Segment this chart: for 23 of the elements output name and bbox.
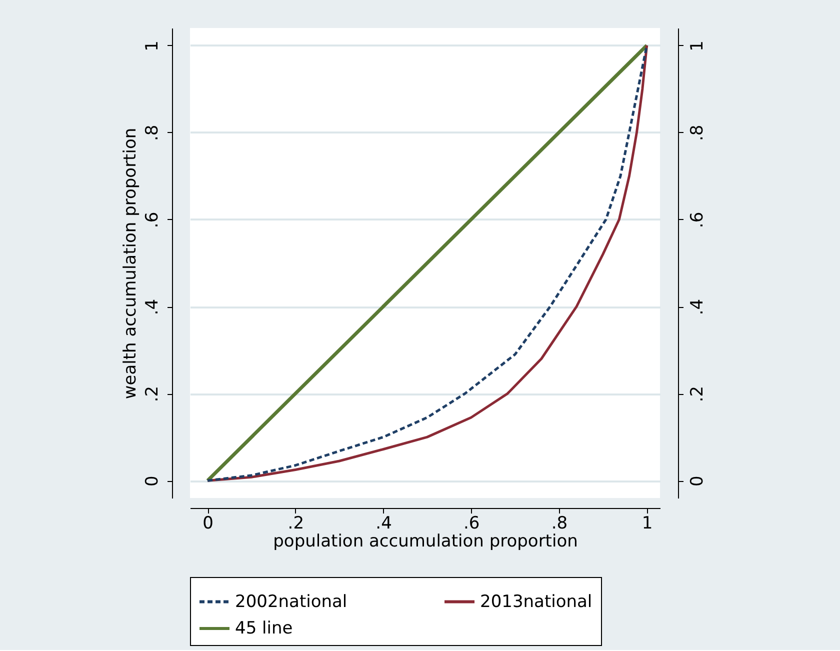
x-tick-label: .2 (288, 514, 304, 534)
x-tick-label: 0 (202, 514, 214, 534)
y2-tick-label: .8 (688, 124, 708, 142)
x-tick-label: .4 (376, 514, 392, 534)
x-tick-label: .6 (464, 514, 480, 534)
y2-tick-label: .2 (688, 386, 708, 402)
y2-tick-label: .4 (688, 298, 708, 316)
y2-tick-label: 1 (688, 40, 708, 52)
x-axis-title: population accumulation proportion (273, 532, 578, 552)
legend-label: 2013national (480, 592, 592, 612)
y-tick-label: .2 (142, 386, 162, 402)
y-tick-label: 1 (142, 40, 162, 52)
x-tick-label: .8 (551, 514, 568, 534)
y-tick-label: .8 (142, 124, 162, 142)
y-axis-title: wealth accumulation proportion (120, 128, 140, 400)
x-tick-label: 1 (642, 514, 653, 534)
legend-label: 2002national (235, 592, 348, 612)
y-tick-label: .6 (142, 212, 162, 228)
y2-tick-label: .6 (688, 212, 708, 228)
legend-label: 45 line (235, 618, 293, 638)
y-tick-label: .4 (142, 298, 162, 316)
y2-tick-label: 0 (688, 476, 708, 487)
y-tick-label: 0 (142, 476, 162, 487)
